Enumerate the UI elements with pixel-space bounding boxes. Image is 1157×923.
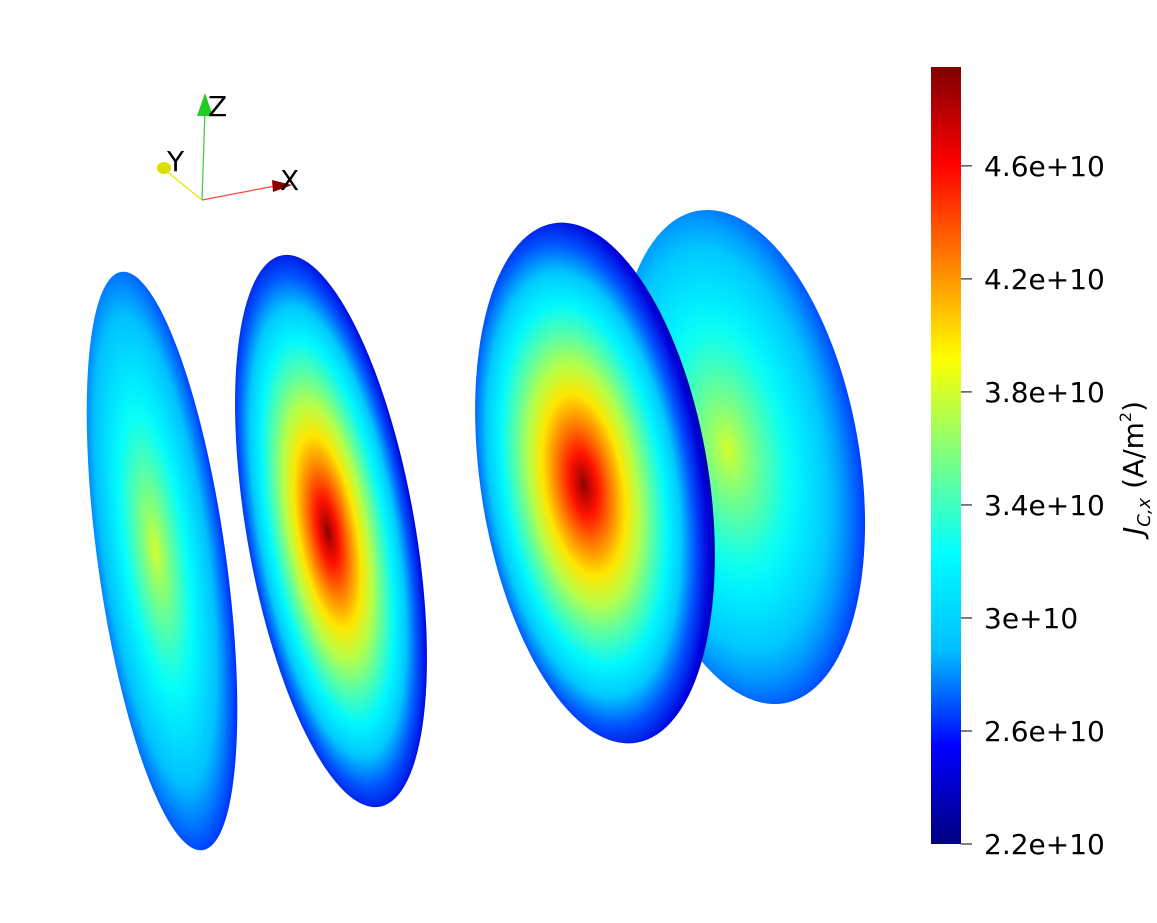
color-bar-title-subscript: C,x bbox=[1134, 497, 1155, 526]
color-bar-tick-label: 3.8e+10 bbox=[984, 376, 1105, 409]
color-bar-tick-label: 3.4e+10 bbox=[984, 489, 1105, 522]
y-axis-label: Y bbox=[166, 145, 185, 178]
color-bar-tick-label: 4.2e+10 bbox=[984, 263, 1105, 296]
slice-1 bbox=[86, 271, 238, 851]
color-bar-title-superscript: 2 bbox=[1116, 412, 1135, 422]
x-arrow-icon bbox=[272, 180, 292, 192]
y-arrow-icon bbox=[157, 162, 171, 174]
color-bar-tick-label: 3e+10 bbox=[984, 602, 1078, 635]
color-bar-gradient bbox=[931, 67, 961, 844]
orientation-axes-widget: Z Y X bbox=[157, 90, 299, 201]
slice-2 bbox=[235, 254, 427, 808]
x-axis-line bbox=[201, 185, 276, 201]
color-bar-tick-label: 4.6e+10 bbox=[984, 150, 1105, 183]
color-bar-title-close: ) bbox=[1117, 401, 1150, 412]
color-bar-tick-label: 2.6e+10 bbox=[984, 715, 1105, 748]
color-bar-title-symbol: J bbox=[1117, 527, 1150, 540]
z-arrow-icon bbox=[197, 93, 213, 116]
color-bar: 2.2e+10 2.6e+10 3e+10 3.4e+10 3.8e+10 4.2e+10… bbox=[931, 67, 1155, 861]
slices-group bbox=[86, 209, 866, 851]
y-axis-line bbox=[164, 169, 203, 201]
slice-3 bbox=[475, 222, 715, 744]
color-bar-ticks: 2.2e+10 2.6e+10 3e+10 3.4e+10 3.8e+10 4.2e+10… bbox=[961, 150, 1105, 861]
color-bar-tick-label: 2.2e+10 bbox=[984, 828, 1105, 861]
z-axis-label: Z bbox=[208, 90, 227, 123]
z-axis-line bbox=[201, 109, 206, 201]
color-bar-title-unit: (A/m bbox=[1117, 422, 1150, 498]
color-bar-title: JC,x (A/m2) bbox=[1116, 401, 1155, 540]
x-axis-label: X bbox=[280, 164, 299, 197]
